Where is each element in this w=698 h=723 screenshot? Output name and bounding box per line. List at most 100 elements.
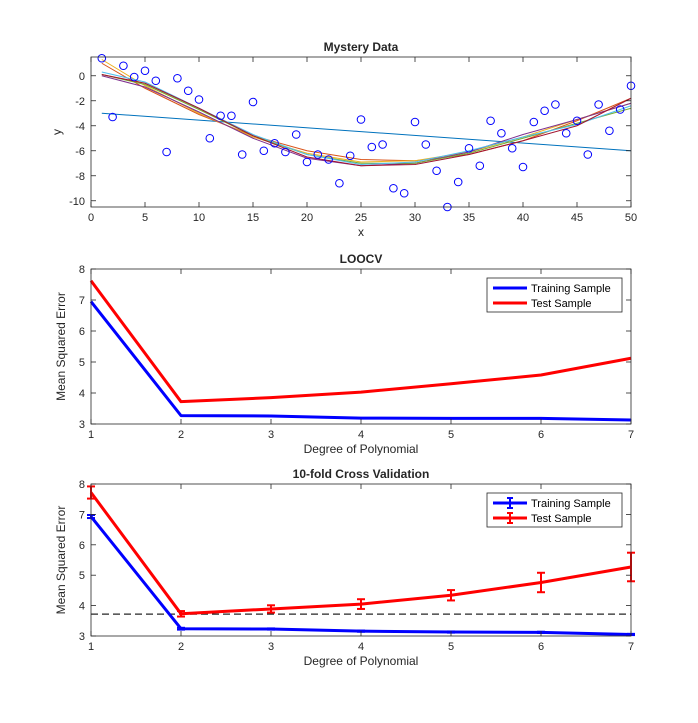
subplot-3: 1 2 3 4 5 6 7 3 4 5 6 7 8 10-fold Cross Validation Deg…	[54, 467, 635, 668]
data-point	[453, 177, 463, 187]
data-point	[432, 166, 441, 176]
x-tick-label: 4	[358, 641, 364, 653]
data-point	[335, 178, 344, 188]
y-tick-label: -2	[75, 96, 85, 108]
x-tick-label: 3	[268, 641, 274, 653]
y-tick-label: 0	[79, 71, 85, 83]
legend-item: Training Sample	[493, 497, 611, 510]
data-point	[410, 117, 420, 127]
data-point	[291, 130, 301, 139]
data-point	[119, 61, 128, 71]
x-tick-label: 6	[538, 429, 544, 441]
subplot-1: 0 5 10 15 20 25 30 35 40 45 50 0 -2 -4 -6 -8 -10 Mystery …	[50, 40, 637, 239]
legend: Training Sample Test Sample	[486, 492, 623, 528]
error-bar	[267, 604, 275, 614]
x-tick-label: 20	[301, 212, 313, 224]
data-point	[216, 111, 225, 121]
data-point	[389, 183, 398, 193]
y-tick-label: 5	[79, 357, 85, 369]
chart-title: Mystery Data	[324, 40, 399, 54]
data-point	[572, 116, 582, 126]
legend-item: Test Sample	[493, 298, 592, 310]
series-line-2	[89, 279, 632, 404]
y-tick-label: 4	[79, 601, 85, 613]
legend-label: Test Sample	[531, 513, 592, 525]
legend: Training Sample Test Sample	[486, 277, 623, 313]
x-tick-label: 2	[178, 429, 184, 441]
y-tick-label: 6	[79, 540, 85, 552]
x-tick-label: 7	[628, 429, 634, 441]
legend-item: Training Sample	[493, 283, 611, 295]
y-tick-label: 8	[79, 479, 85, 491]
legend-label: Training Sample	[531, 498, 611, 510]
legend-item: Test Sample	[493, 512, 592, 525]
data-point	[281, 147, 290, 157]
data-point	[399, 188, 409, 198]
data-point	[378, 140, 387, 149]
y-tick-label: 7	[79, 509, 85, 521]
legend-box	[486, 277, 623, 313]
x-tick-label: 0	[88, 212, 94, 224]
x-tick-label: 45	[571, 212, 583, 224]
x-tick-label: 5	[448, 429, 454, 441]
data-point	[518, 162, 528, 172]
y-tick-label: 5	[79, 570, 85, 582]
data-point	[259, 146, 269, 156]
x-tick-label: 3	[268, 429, 274, 441]
data-point	[540, 106, 549, 116]
data-point	[421, 140, 431, 149]
legend-label: Test Sample	[531, 298, 592, 310]
legend-label: Training Sample	[531, 283, 611, 295]
y-tick-label: -4	[75, 121, 85, 133]
data-point	[497, 128, 506, 138]
data-point	[205, 133, 215, 143]
x-tick-label: 15	[247, 212, 259, 224]
data-point	[173, 73, 182, 83]
data-point	[529, 117, 539, 127]
data-point	[367, 142, 377, 152]
x-tick-label: 4	[358, 429, 364, 441]
x-tick-label: 50	[625, 212, 637, 224]
x-axis-label: x	[358, 225, 364, 239]
x-tick-label: 1	[88, 641, 94, 653]
x-tick-label: 35	[463, 212, 475, 224]
y-tick-label: 3	[79, 631, 85, 643]
data-point	[162, 147, 171, 157]
series-line-1	[89, 300, 632, 422]
fit-line-1	[101, 112, 632, 152]
data-point	[151, 76, 161, 86]
y-axis-label: Mean Squared Error	[54, 506, 68, 615]
data-point	[594, 100, 603, 109]
y-tick-label: 8	[79, 264, 85, 276]
subplot-2: 1 2 3 4 5 6 7 3 4 5 6 7 8 LOOCV Degree of Polynomial Me…	[54, 252, 634, 456]
data-point	[194, 95, 204, 104]
error-bar	[267, 627, 275, 631]
fit-line-2	[101, 62, 632, 162]
error-bar	[177, 626, 185, 631]
error-bar	[177, 610, 185, 618]
data-point	[248, 97, 258, 107]
data-point	[302, 157, 312, 167]
x-tick-label: 5	[142, 212, 148, 224]
chart-title: LOOCV	[340, 252, 383, 266]
data-point	[507, 143, 517, 153]
data-point	[270, 138, 279, 148]
x-tick-label: 2	[178, 641, 184, 653]
data-point	[237, 150, 247, 159]
error-bar	[357, 598, 365, 610]
data-point	[140, 66, 150, 76]
data-point	[108, 112, 117, 122]
y-tick-label: -10	[69, 196, 85, 208]
data-point	[475, 161, 485, 171]
data-point	[615, 105, 625, 114]
data-point	[183, 86, 193, 96]
x-tick-label: 25	[355, 212, 367, 224]
chart-title: 10-fold Cross Validation	[293, 467, 430, 481]
data-point	[324, 155, 333, 164]
y-tick-label: -8	[75, 171, 85, 183]
y-tick-label: -6	[75, 146, 85, 158]
data-point	[561, 128, 571, 138]
fit-line-7	[101, 74, 632, 167]
